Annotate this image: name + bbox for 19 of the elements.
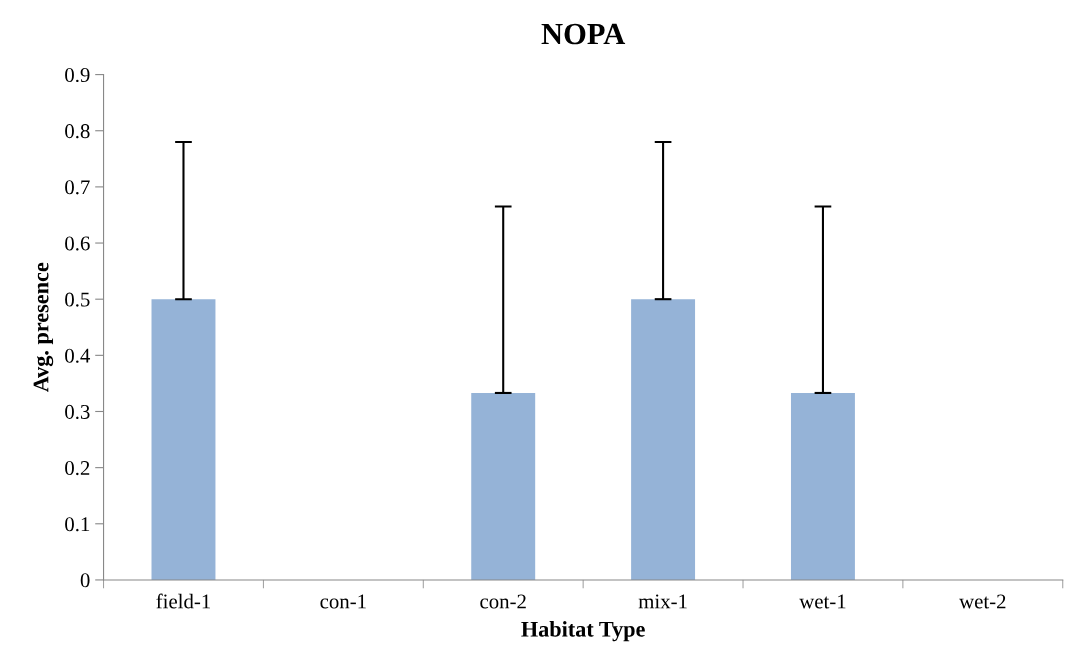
y-tick-label: 0.7 xyxy=(65,180,90,195)
y-axis-title: Avg. presence xyxy=(33,262,54,393)
x-tick-label: mix-1 xyxy=(638,594,687,609)
y-tick-label: 0.2 xyxy=(65,461,90,476)
y-tick-label: 0.5 xyxy=(65,292,90,307)
chart-title: NOPA xyxy=(541,23,626,45)
y-tick-label: 0.3 xyxy=(65,404,90,420)
y-tick-label: 0.6 xyxy=(65,236,90,251)
x-tick-label: wet-2 xyxy=(959,594,1006,609)
x-tick-label: field-1 xyxy=(156,593,210,609)
x-axis-title: Habitat Type xyxy=(521,621,645,642)
y-tick-label: 0.4 xyxy=(65,348,91,363)
y-tick-label: 0.9 xyxy=(65,67,90,83)
x-tick-label: wet-1 xyxy=(799,594,846,609)
y-tick-label: 0.1 xyxy=(65,517,90,532)
y-tick-label: 0 xyxy=(80,573,90,588)
x-tick-label: con-1 xyxy=(320,594,366,609)
y-tick-label: 0.8 xyxy=(65,124,90,139)
x-tick-label: con-2 xyxy=(480,594,526,609)
